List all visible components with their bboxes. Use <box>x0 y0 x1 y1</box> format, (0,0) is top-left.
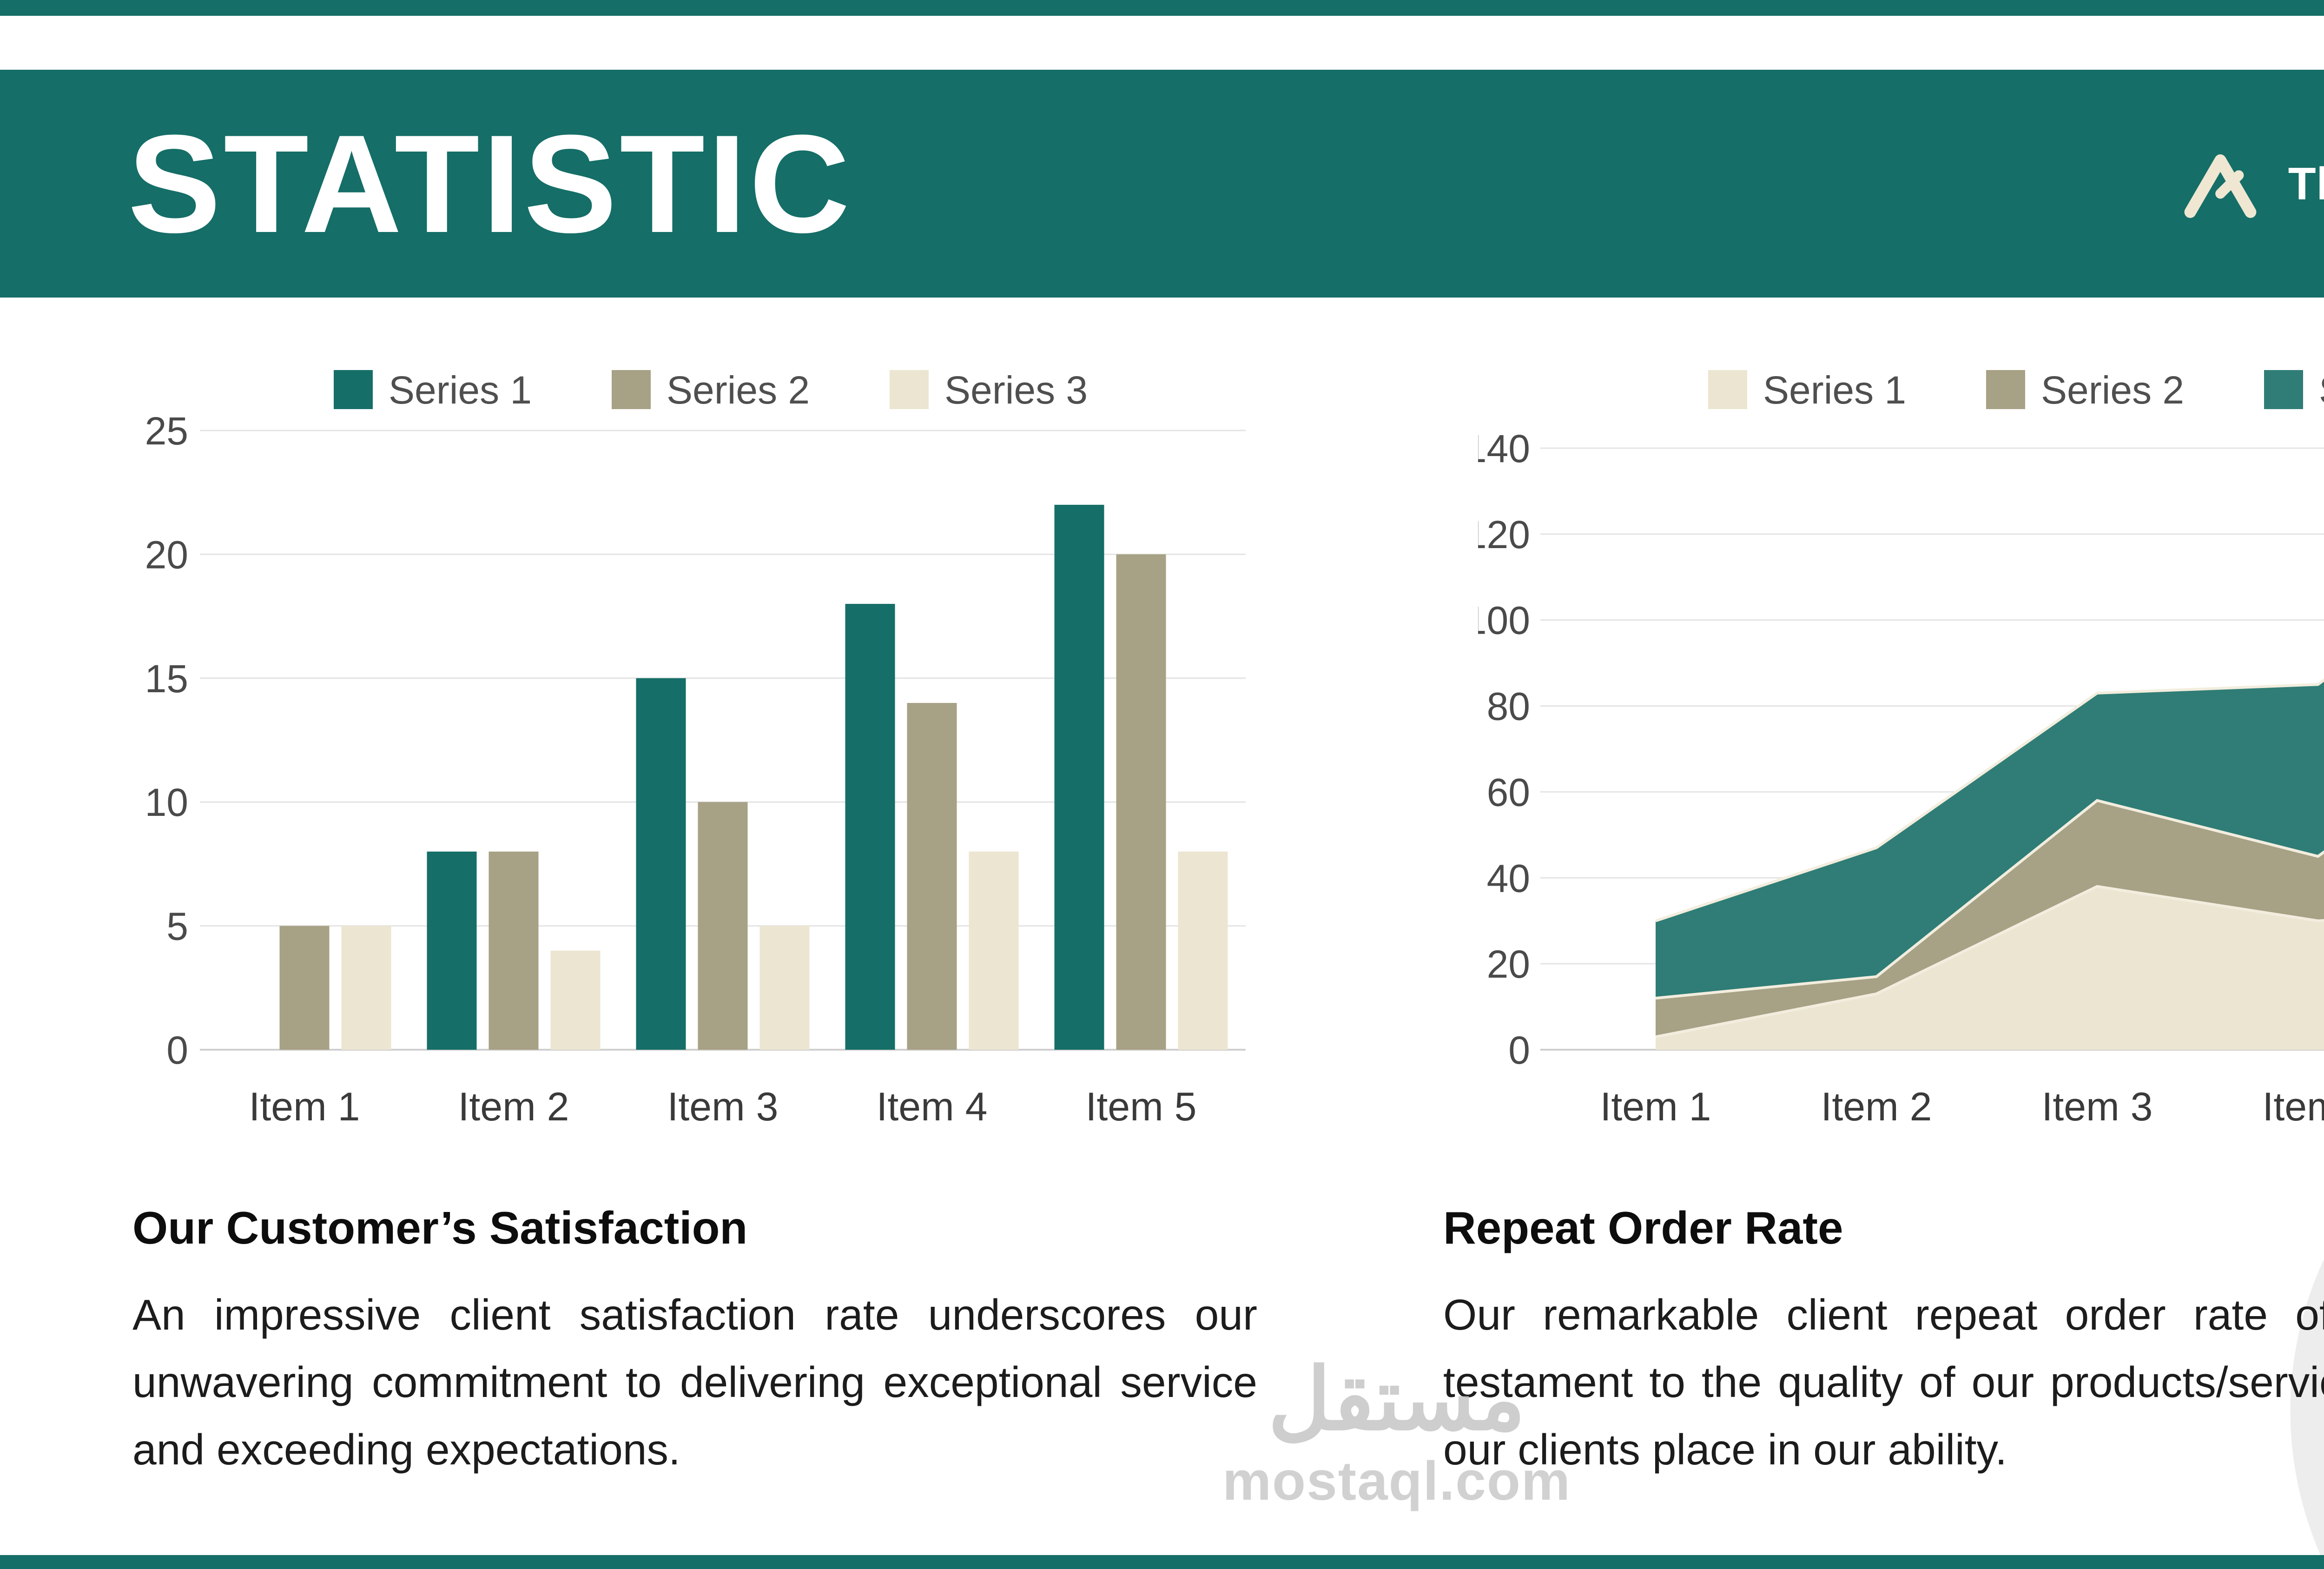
brand-logo-icon <box>2184 154 2257 218</box>
y-tick-label: 0 <box>166 1028 188 1072</box>
bar <box>845 603 895 1050</box>
bar <box>1178 851 1228 1050</box>
x-category-label: Item 4 <box>2263 1085 2324 1129</box>
y-tick-label: 40 <box>1487 856 1530 900</box>
legend-swatch <box>1986 370 2025 409</box>
bar <box>969 851 1019 1050</box>
x-category-label: Item 4 <box>877 1085 988 1129</box>
area-chart-svg: 0 20 40 60 80 100 120 140 Item 1 Item 2 Item 3 Item… <box>1478 368 2324 1129</box>
x-category-label: Item 3 <box>2042 1085 2153 1129</box>
header-band: STATISTIC Thynk Unlimited <box>0 70 2324 298</box>
bar <box>489 851 539 1050</box>
bar <box>550 950 601 1050</box>
y-tick-label: 5 <box>166 905 188 948</box>
bar <box>427 851 477 1050</box>
legend-swatch <box>612 370 651 409</box>
y-tick-label: 10 <box>145 781 188 824</box>
area-layer <box>1656 800 2324 1037</box>
y-tick-label: 120 <box>1478 513 1530 556</box>
bar <box>1116 554 1166 1050</box>
right-section: Repeat Order Rate Our remarkable client … <box>1443 1202 2324 1483</box>
bar <box>341 926 391 1050</box>
area-boundary-line <box>1655 799 2324 1000</box>
bar <box>636 678 686 1050</box>
y-tick-label: 0 <box>1508 1028 1530 1072</box>
legend-swatch <box>2264 370 2303 409</box>
x-category-label: Item 1 <box>1600 1085 1711 1129</box>
bottom-accent-strip <box>0 1555 2324 1569</box>
left-section-body: An impressive client satisfaction rate u… <box>132 1291 1257 1474</box>
bar <box>907 703 957 1050</box>
legend-swatch <box>1708 370 1747 409</box>
left-section-heading: Our Customer’s Satisfaction <box>132 1202 748 1253</box>
right-section-body: Our remarkable client repeat order rate … <box>1443 1291 2324 1474</box>
x-category-label: Item 2 <box>458 1085 569 1129</box>
x-category-label: Item 2 <box>1821 1085 1932 1129</box>
bar-chart-svg: 0 5 10 15 20 25 Item 1 Item 2 Item 3 Item 4 Item 5… <box>145 368 1246 1129</box>
bar-chart: 0 5 10 15 20 25 Item 1 Item 2 Item 3 Item 4 Item 5… <box>139 363 1292 1153</box>
legend-label: Series 2 <box>2041 368 2184 412</box>
legend-label: Series 3 <box>2319 368 2324 412</box>
y-tick-label: 60 <box>1487 770 1530 814</box>
y-tick-label: 140 <box>1478 427 1530 470</box>
area-boundary-line <box>1655 885 2324 1039</box>
legend-label: Series 3 <box>944 368 1088 412</box>
x-category-label: Item 1 <box>249 1085 360 1129</box>
area-boundary-line <box>1655 678 2324 922</box>
area-layer <box>1656 680 2324 999</box>
legend-label: Series 2 <box>667 368 810 412</box>
page-title: STATISTIC <box>128 106 853 262</box>
bar <box>279 926 330 1050</box>
y-tick-label: 25 <box>145 409 188 453</box>
y-tick-label: 80 <box>1487 685 1530 728</box>
right-section-heading: Repeat Order Rate <box>1443 1202 1843 1253</box>
y-tick-label: 20 <box>1487 942 1530 986</box>
x-category-label: Item 5 <box>1086 1085 1197 1129</box>
bar <box>698 802 748 1050</box>
legend-swatch <box>890 370 929 409</box>
brand-name: Thynk Unlimited <box>2288 158 2324 209</box>
y-tick-label: 100 <box>1478 599 1530 642</box>
y-tick-label: 20 <box>145 533 188 576</box>
legend-label: Series 1 <box>389 368 532 412</box>
area-layer <box>1656 886 2324 1050</box>
bar <box>759 926 810 1050</box>
brand: Thynk Unlimited <box>2179 142 2324 225</box>
x-category-label: Item 3 <box>667 1085 779 1129</box>
area-chart: 0 20 40 60 80 100 120 140 Item 1 Item 2 Item 3 Item… <box>1478 363 2324 1153</box>
y-tick-label: 15 <box>145 657 188 701</box>
bar <box>1054 504 1104 1050</box>
legend-swatch <box>334 370 373 409</box>
left-section: Our Customer’s Satisfaction An impressiv… <box>132 1202 1257 1483</box>
top-accent-strip <box>0 0 2324 16</box>
legend-label: Series 1 <box>1763 368 1906 412</box>
